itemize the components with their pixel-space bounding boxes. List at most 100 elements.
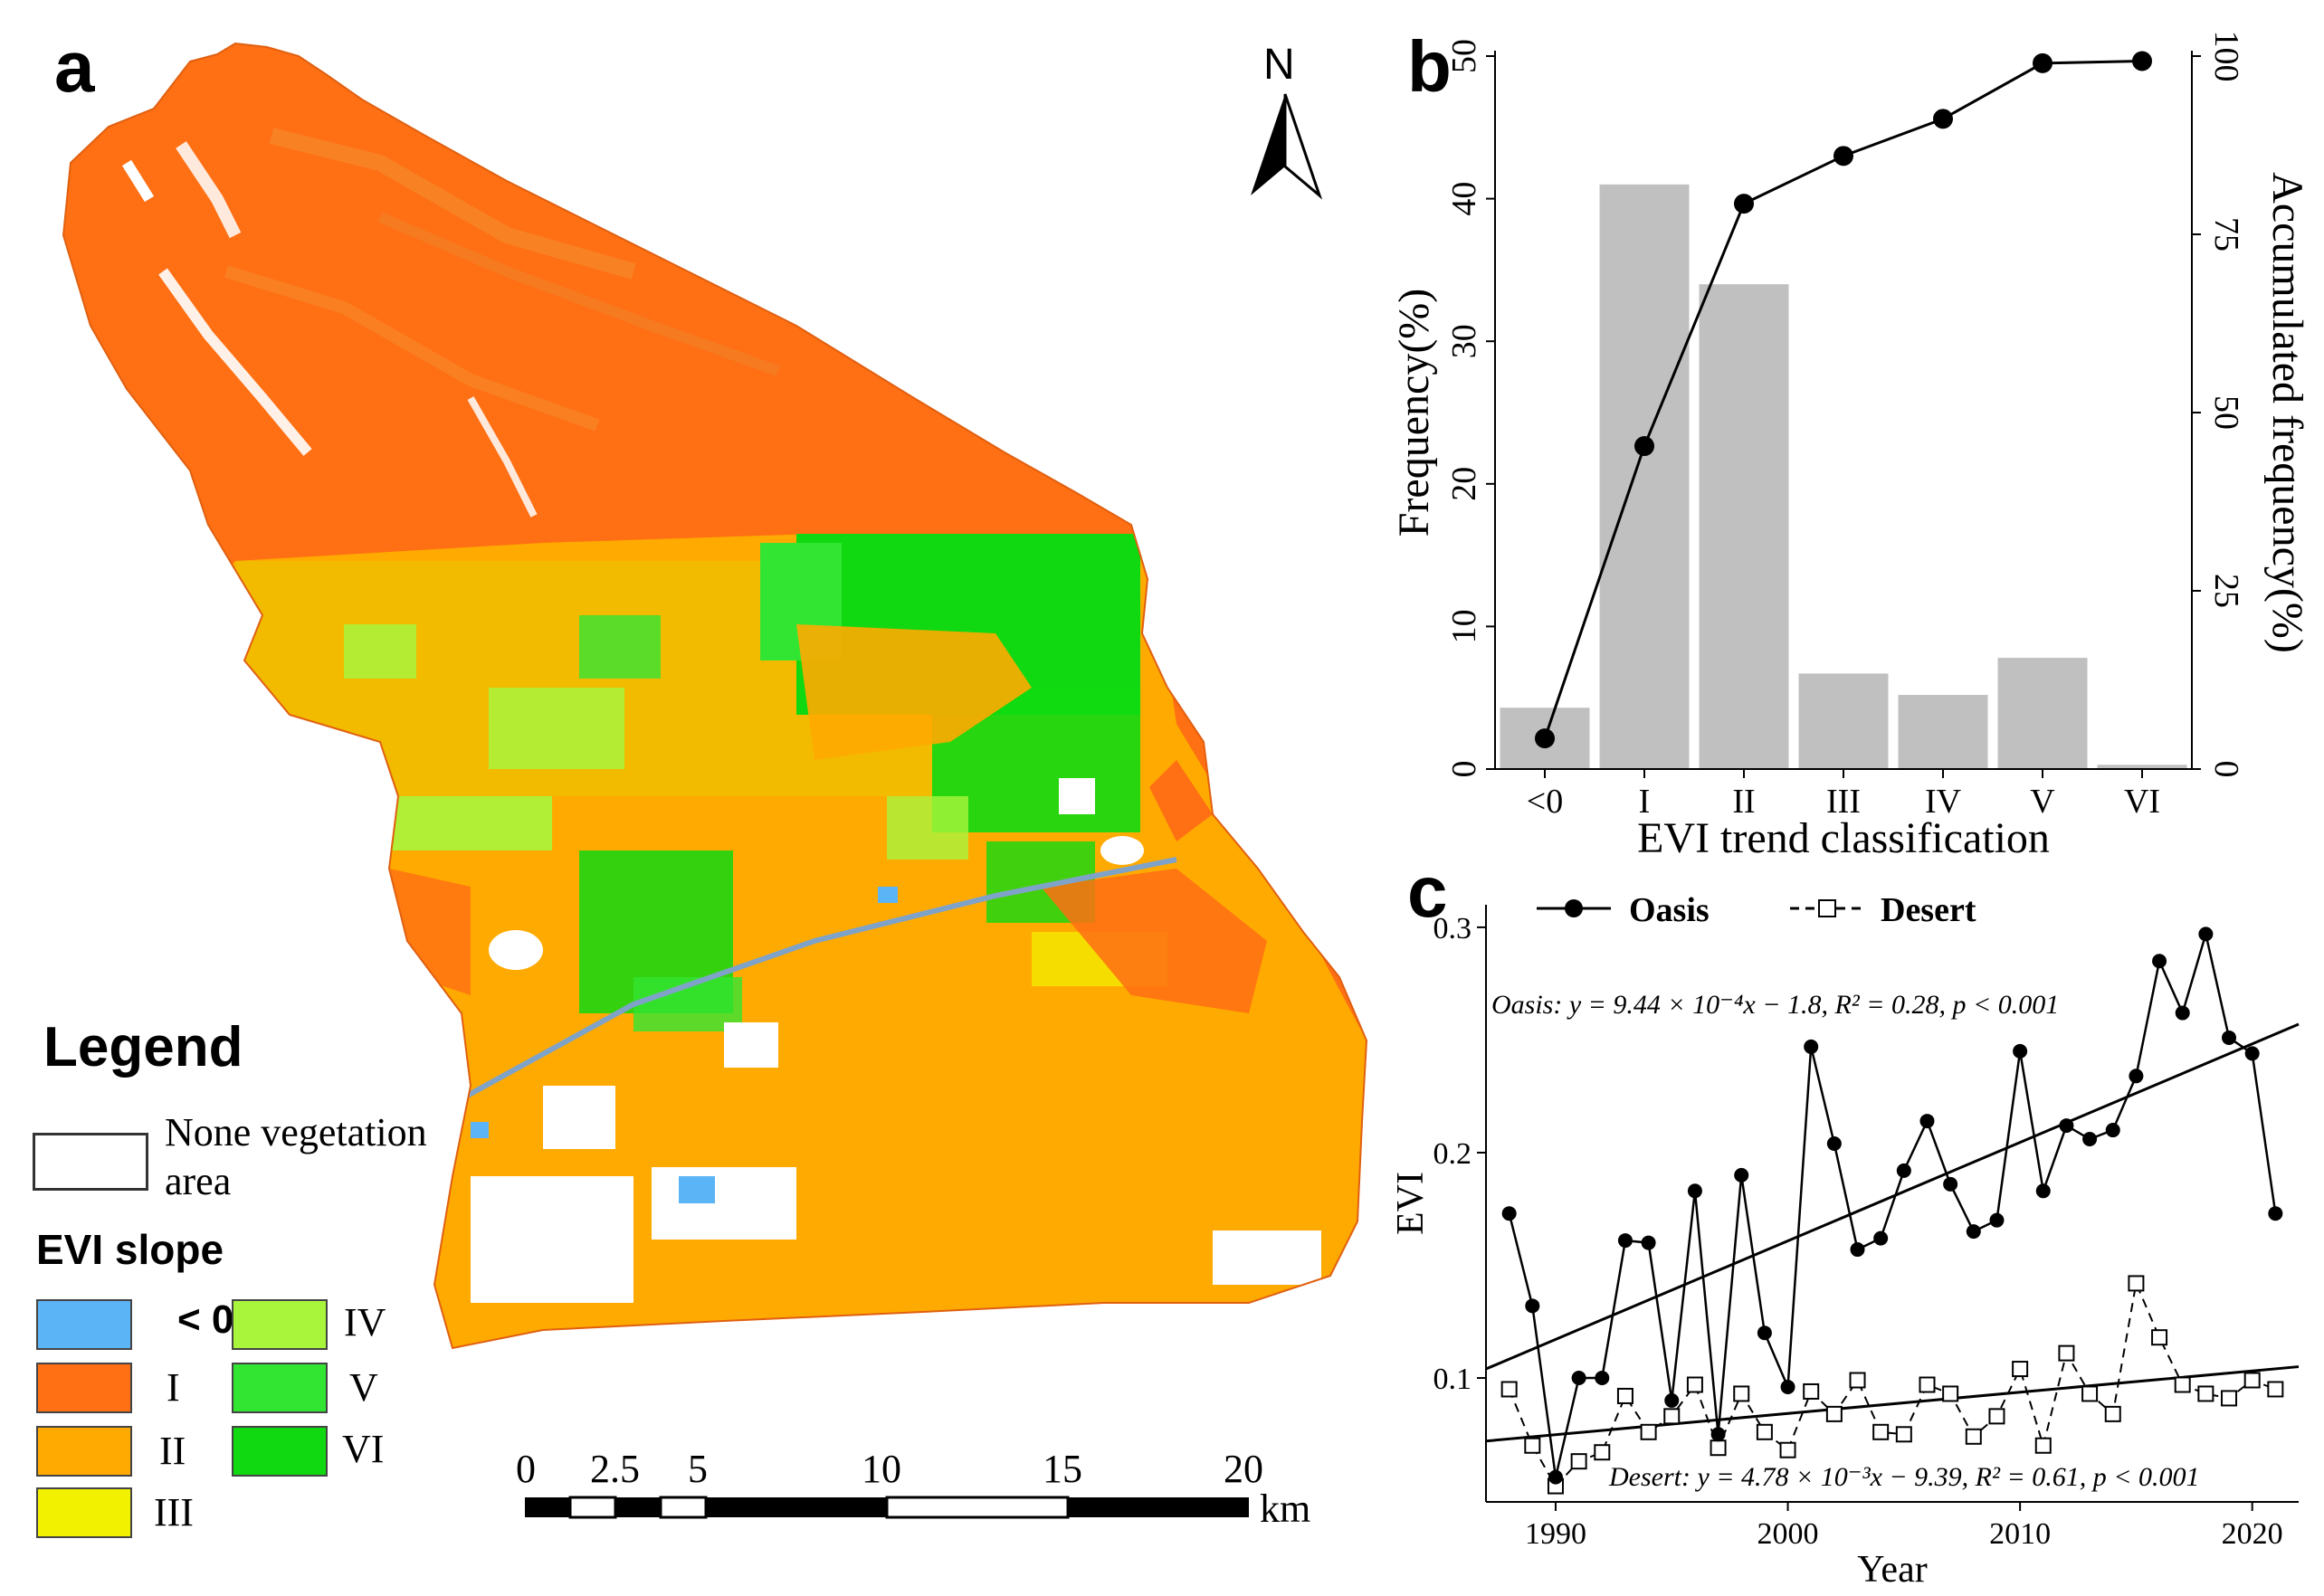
right-tick-label: 50 <box>2207 395 2245 430</box>
oasis-point-3 <box>1571 1371 1586 1386</box>
bar-1 <box>1599 184 1690 770</box>
x-tick-label: II <box>1732 783 1755 821</box>
desert-point-19 <box>1942 1385 1959 1402</box>
scale-tick-2-5: 2.5 <box>590 1447 640 1491</box>
swatch-class-vi <box>232 1426 328 1477</box>
scale-tick-20: 20 <box>1224 1447 1263 1491</box>
x-tick-label: III <box>1826 783 1861 821</box>
accumulated-point-1 <box>1634 436 1654 457</box>
x-axis-title: Year <box>1857 1549 1927 1591</box>
oasis-point-19 <box>1943 1176 1958 1192</box>
oasis-line <box>1508 929 2277 1477</box>
accumulated-point-4 <box>1933 109 1953 129</box>
x-tick-label: 2000 <box>1757 1517 1819 1551</box>
oasis-point-8 <box>1687 1183 1702 1199</box>
north-label: N <box>1263 41 1295 89</box>
desert-point-24 <box>2058 1344 2075 1362</box>
desert-point-12 <box>1779 1441 1796 1458</box>
desert-point-20 <box>1965 1428 1982 1445</box>
swatch-class-ii <box>36 1426 132 1477</box>
oasis-trend-line <box>1485 1022 2300 1371</box>
desert-point-27 <box>2128 1275 2145 1292</box>
oasis-point-29 <box>2175 1005 2190 1021</box>
x-tick-label: 1990 <box>1525 1517 1586 1551</box>
accumulated-point-0 <box>1535 728 1555 749</box>
none-vegetation-label-line1: None vegetation <box>165 1110 427 1154</box>
left-tick-label: 20 <box>1445 467 1483 501</box>
oasis-equation: Oasis: y = 9.44 × 10⁻⁴x − 1.8, R² = 0.28… <box>1491 990 2059 1020</box>
oasis-point-16 <box>1873 1230 1889 1246</box>
x-tick-label: V <box>2030 783 2055 821</box>
oasis-point-9 <box>1710 1427 1726 1442</box>
scale-bar-segments <box>525 1496 1249 1519</box>
oasis-point-22 <box>2013 1043 2028 1059</box>
scale-tick-10: 10 <box>862 1447 901 1491</box>
left-tick-label: 10 <box>1445 609 1483 643</box>
desert-point-9 <box>1710 1439 1727 1457</box>
desert-point-5 <box>1616 1387 1633 1404</box>
accumulated-point-6 <box>2132 51 2152 71</box>
oasis-point-11 <box>1757 1325 1772 1341</box>
swatch-class-iv <box>232 1299 328 1350</box>
oasis-point-23 <box>2035 1183 2051 1199</box>
oasis-point-10 <box>1734 1167 1749 1183</box>
desert-point-15 <box>1849 1372 1866 1389</box>
oasis-point-24 <box>2059 1118 2074 1134</box>
oasis-point-20 <box>1966 1224 1981 1240</box>
oasis-point-31 <box>2222 1030 2237 1045</box>
bar-4 <box>1898 695 1988 769</box>
desert-point-16 <box>1872 1423 1890 1440</box>
y-tick-label: 0.1 <box>1433 1363 1472 1396</box>
desert-point-11 <box>1756 1423 1773 1440</box>
accumulated-point-2 <box>1734 194 1754 214</box>
oasis-point-26 <box>2105 1123 2120 1138</box>
scale-tick-0: 0 <box>516 1447 536 1491</box>
accumulated-point-3 <box>1833 146 1853 166</box>
label-class-iii: III <box>154 1490 194 1534</box>
x-tick-label: <0 <box>1527 783 1563 821</box>
oasis-point-17 <box>1896 1163 1911 1178</box>
oasis-point-6 <box>1641 1235 1656 1250</box>
desert-point-21 <box>1988 1408 2005 1425</box>
north-arrow-icon <box>1251 93 1323 200</box>
evi-slope-title: EVI slope <box>36 1226 224 1273</box>
scale-unit: km <box>1260 1487 1311 1531</box>
label-class-i: I <box>167 1365 180 1410</box>
x-axis-title: EVI trend classification <box>1637 814 2050 862</box>
oasis-point-1 <box>1525 1298 1540 1314</box>
oasis-point-27 <box>2129 1069 2144 1084</box>
oasis-point-32 <box>2244 1046 2260 1061</box>
x-tick-label: I <box>1639 783 1651 821</box>
desert-point-23 <box>2034 1437 2052 1454</box>
desert-point-26 <box>2104 1405 2121 1422</box>
bar-5 <box>1997 658 2088 769</box>
desert-point-31 <box>2221 1390 2238 1407</box>
oasis-point-2 <box>1548 1469 1563 1485</box>
desert-point-0 <box>1500 1381 1518 1398</box>
desert-line <box>1508 1279 2276 1488</box>
oasis-point-14 <box>1826 1136 1842 1151</box>
desert-point-3 <box>1570 1453 1587 1470</box>
oasis-point-28 <box>2152 954 2167 969</box>
none-vegetation-label-line2: area <box>165 1159 232 1203</box>
y-tick-label: 0.3 <box>1433 912 1472 945</box>
y-axis-title: EVI <box>1390 1172 1432 1235</box>
scale-bar: 0 2.5 5 10 15 20 km <box>516 1446 1357 1545</box>
desert-point-33 <box>2267 1381 2284 1398</box>
bar-2 <box>1699 284 1789 769</box>
label-class-iv: IV <box>344 1300 386 1344</box>
legend-oasis-marker <box>1565 899 1583 917</box>
legend-desert-marker <box>1818 899 1836 917</box>
x-tick-label: 2020 <box>2222 1517 2283 1551</box>
panel-b-label: b <box>1407 26 1452 107</box>
left-tick-label: 40 <box>1445 182 1483 216</box>
oasis-point-30 <box>2198 926 2214 942</box>
oasis-point-13 <box>1804 1039 1819 1054</box>
desert-point-4 <box>1594 1444 1611 1461</box>
x-tick-label: 2010 <box>1989 1517 2051 1551</box>
oasis-point-7 <box>1664 1392 1680 1408</box>
label-class-vi: VI <box>342 1427 385 1471</box>
desert-point-30 <box>2197 1385 2214 1402</box>
right-tick-label: 75 <box>2207 217 2245 252</box>
oasis-point-4 <box>1595 1371 1610 1386</box>
